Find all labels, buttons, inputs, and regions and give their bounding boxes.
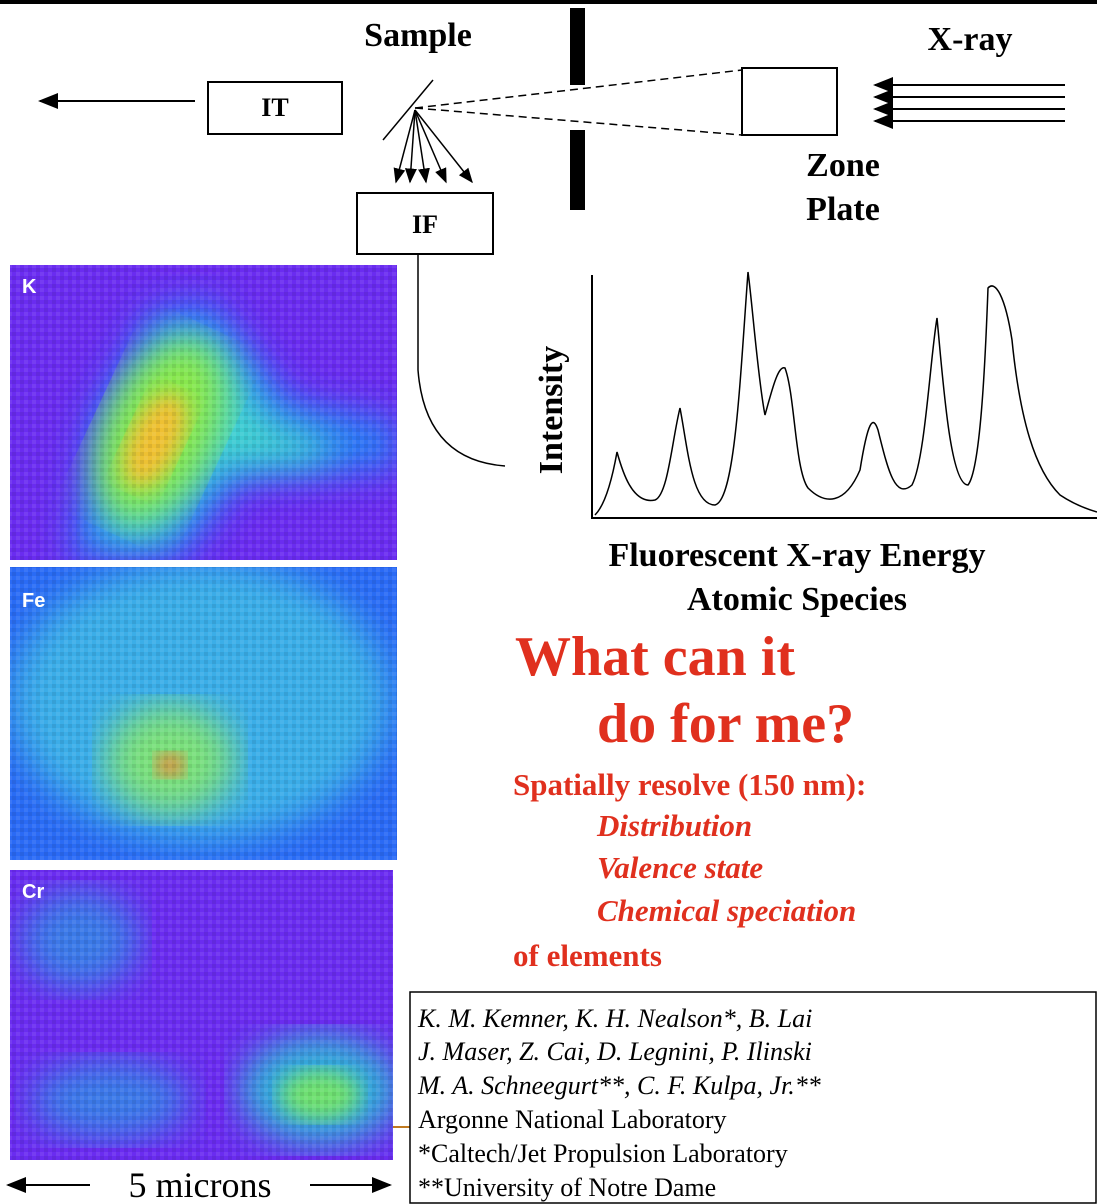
y-axis-label: Intensity xyxy=(533,346,570,474)
author-line: J. Maser, Z. Cai, D. Legnini, P. Ilinski xyxy=(418,1037,812,1066)
body-item: Valence state xyxy=(597,850,763,885)
scale-label: 5 microns xyxy=(129,1165,272,1204)
connector xyxy=(417,254,506,467)
body-intro: Spatially resolve (150 nm): xyxy=(513,767,866,802)
body-item: Chemical speciation xyxy=(597,893,856,928)
xray-label: X-ray xyxy=(928,21,1013,58)
zone-plate-label: Plate xyxy=(806,191,880,228)
if-label: IF xyxy=(412,210,438,239)
author-line: K. M. Kemner, K. H. Nealson*, B. Lai xyxy=(417,1004,812,1033)
cr-map xyxy=(10,870,393,1160)
headline: What can it xyxy=(515,626,795,688)
zone-plate-box xyxy=(741,67,838,136)
headline: do for me? xyxy=(597,693,854,755)
fe-map xyxy=(10,567,397,860)
it-label: IT xyxy=(261,93,288,122)
credits-box xyxy=(409,991,1097,1204)
affiliation-line: Argonne National Laboratory xyxy=(418,1105,727,1134)
sample-label: Sample xyxy=(364,17,472,54)
fluorescence-arrows xyxy=(393,109,473,184)
affiliation-line: *Caltech/Jet Propulsion Laboratory xyxy=(418,1139,788,1168)
spectrum-curve xyxy=(594,271,1097,516)
focus-lines xyxy=(414,69,743,136)
if-box xyxy=(356,192,494,255)
it-box xyxy=(207,81,343,135)
body-item: Distribution xyxy=(596,808,752,843)
x-axis-label: Fluorescent X-ray Energy xyxy=(608,537,985,574)
top-rule xyxy=(0,0,1097,4)
affiliation-line: **University of Notre Dame xyxy=(418,1173,716,1202)
panel-label: Cr xyxy=(22,881,44,903)
body-outro: of elements xyxy=(513,938,662,973)
xray-beam xyxy=(873,77,1065,129)
k-map xyxy=(10,265,397,560)
x-axis-label: Atomic Species xyxy=(687,581,907,618)
slit xyxy=(570,8,585,85)
panel-label: K xyxy=(22,276,37,298)
spectrum-axes xyxy=(591,275,1097,519)
slit xyxy=(570,130,585,210)
sample-line xyxy=(382,79,434,141)
author-line: M. A. Schneegurt**, C. F. Kulpa, Jr.** xyxy=(417,1071,821,1100)
panel-label: Fe xyxy=(22,590,45,612)
zone-plate-label: Zone xyxy=(806,147,880,184)
